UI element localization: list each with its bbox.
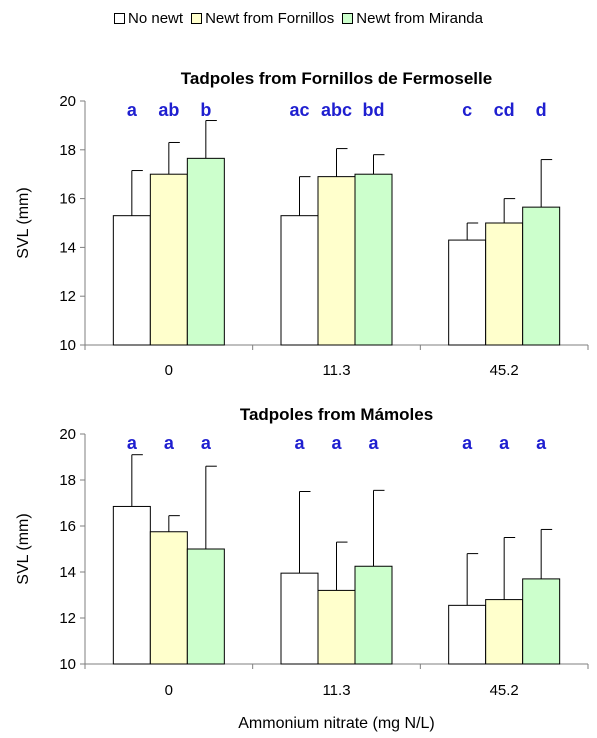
legend-swatch: [191, 12, 203, 24]
y-tick-label: 16: [59, 518, 76, 535]
bar: [149, 531, 188, 665]
significance-letter: b: [200, 100, 211, 120]
legend-label: Newt from Miranda: [356, 9, 483, 27]
bar: [354, 565, 393, 665]
significance-letter: ac: [289, 100, 309, 120]
x-tick-label: 0: [165, 682, 173, 699]
significance-letter: c: [462, 100, 472, 120]
bar: [186, 548, 225, 665]
x-axis-label: Ammonium nitrate (mg N/L): [238, 715, 435, 732]
significance-letter: ab: [158, 100, 179, 120]
legend-label: Newt from Fornillos: [205, 9, 335, 27]
y-tick-label: 12: [59, 610, 76, 627]
bar: [280, 572, 319, 665]
legend-item: Newt from Miranda: [342, 10, 483, 27]
bar: [448, 604, 487, 665]
significance-letter: a: [536, 433, 547, 453]
x-tick-label: 0: [165, 362, 173, 379]
significance-letter: abc: [321, 100, 352, 120]
significance-letter: d: [536, 100, 547, 120]
significance-letter: a: [127, 433, 138, 453]
y-tick-label: 20: [59, 426, 76, 443]
significance-letter: a: [127, 100, 138, 120]
y-tick-label: 16: [59, 191, 76, 208]
chart-title: Tadpoles from Mámoles: [240, 405, 433, 424]
bar: [317, 176, 356, 346]
y-tick-label: 10: [59, 656, 76, 673]
bar: [354, 173, 393, 346]
legend-item: Newt from Fornillos: [191, 10, 334, 27]
y-axis-label: SVL (mm): [15, 513, 32, 584]
x-tick-label: 11.3: [322, 362, 350, 379]
legend-swatch: [342, 12, 354, 24]
y-axis-label: SVL (mm): [15, 187, 32, 258]
significance-letter: a: [164, 433, 175, 453]
legend-label: No newt: [128, 9, 184, 27]
significance-letter: bd: [363, 100, 385, 120]
bar: [112, 215, 151, 346]
significance-letter: a: [499, 433, 510, 453]
significance-letter: a: [368, 433, 379, 453]
bar: [485, 222, 524, 346]
significance-letter: a: [331, 433, 342, 453]
legend-swatch: [114, 12, 126, 24]
bar: [112, 505, 151, 665]
bar: [280, 215, 319, 346]
x-tick-label: 11.3: [322, 682, 350, 699]
bar: [522, 206, 561, 346]
bar: [448, 239, 487, 346]
significance-letter: a: [294, 433, 305, 453]
x-tick-label: 45.2: [490, 362, 519, 379]
significance-letter: a: [201, 433, 212, 453]
bar: [149, 173, 188, 346]
y-tick-label: 20: [59, 93, 76, 110]
significance-letter: cd: [494, 100, 515, 120]
y-tick-label: 14: [59, 564, 76, 581]
bar: [317, 589, 356, 665]
y-tick-label: 18: [59, 472, 76, 489]
x-tick-label: 45.2: [490, 682, 519, 699]
bar: [522, 578, 561, 665]
bar: [186, 157, 225, 346]
chart-title: Tadpoles from Fornillos de Fermoselle: [181, 69, 492, 88]
y-tick-label: 12: [59, 288, 76, 305]
y-tick-label: 14: [59, 239, 76, 256]
bar: [485, 599, 524, 665]
y-tick-label: 18: [59, 142, 76, 159]
chart-legend: No newt Newt from Fornillos Newt from Mira…: [0, 6, 597, 30]
legend-item: No newt: [114, 10, 183, 27]
y-tick-label: 10: [59, 337, 76, 354]
significance-letter: a: [462, 433, 473, 453]
